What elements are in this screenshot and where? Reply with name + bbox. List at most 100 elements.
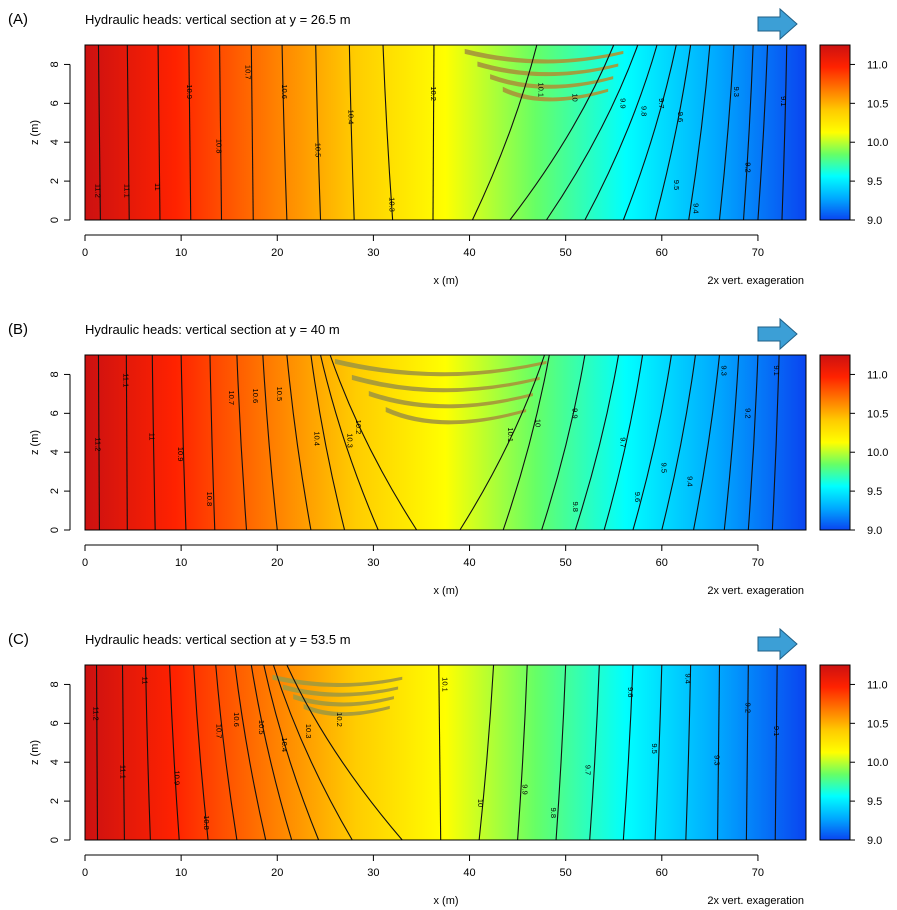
contour-label: 10.5 [257,720,266,735]
y-tick-text: 6 [49,410,61,416]
contour-label: 9.1 [772,365,781,375]
contour-label-text: 11.1 [122,184,131,198]
contour-label-text: 10.9 [176,447,185,462]
contour-label-text: 10.3 [388,197,397,212]
contour-line [169,664,180,841]
contour-label: 10.9 [172,770,181,785]
contour-label-text: 9.6 [626,687,635,697]
contour-line [688,44,711,221]
panel-title: Hydraulic heads: vertical section at y =… [85,12,351,27]
contour-label: 10.6 [251,389,260,404]
x-tick-label: 50 [560,247,572,259]
contour-line [286,354,312,531]
contour-line [517,664,528,841]
contour-label: 10.2 [335,712,344,727]
contour-line [188,44,192,221]
contour-label: 9.5 [672,180,681,190]
contour-label: 11.2 [93,437,102,451]
colorbar-tick-label: 10.5 [867,98,888,110]
contour-label: 11.1 [122,184,131,198]
low-conductivity-lens [464,48,624,102]
contour-label-text: 9.8 [571,501,580,511]
colorbar-tick-label: 10.0 [867,757,888,769]
contour-line [432,44,435,221]
contour-label-text: 9.1 [772,365,781,375]
y-tick-label: 4 [49,449,61,455]
contour-label: 9.7 [584,765,593,775]
lens-band [293,694,394,707]
y-tick-text: 0 [49,217,61,223]
contour-label: 9.3 [732,86,741,96]
contour-label-text: 11 [147,433,156,441]
contour-label: 9.2 [743,703,752,713]
y-tick-label: 4 [49,759,61,765]
head-field [85,45,806,220]
lens-band [272,674,403,687]
contour-line [555,664,567,841]
contour-label-text: 10.7 [227,390,236,405]
contour-label: 9.4 [691,203,700,213]
colorbar-scale [819,44,851,221]
contour-line [459,354,546,531]
colorbar: 11.0 10.5 10.0 9.5 9.0 [819,664,888,847]
contour-line [157,44,161,221]
panel-b: (B) Hydraulic heads: vertical section at … [8,317,888,597]
contour-label: 11.1 [118,765,127,779]
contour-label: 9.9 [520,784,529,794]
x-tick-label: 70 [752,247,764,259]
contour-label: 10 [534,419,543,427]
contour-label: 11 [153,183,162,191]
x-tick-label: 60 [656,247,668,259]
y-tick-label: 8 [49,371,61,377]
contour-label: 9.6 [633,492,642,502]
contour-label-text: 10.9 [185,84,194,99]
contour-label: 10.9 [185,84,194,99]
contour-label-text: 10.2 [335,712,344,727]
panel-title: Hydraulic heads: vertical section at y =… [85,322,340,337]
x-axis-label: x (m) [433,585,458,597]
contour-line [509,44,615,221]
y-tick-text: 0 [49,837,61,843]
contour-label: 10.1 [537,82,546,97]
contour-line [589,664,600,841]
contour-line [219,44,223,221]
contour-label-text: 9.9 [618,98,627,108]
contour-line [272,664,353,841]
lens-band [303,703,390,717]
right-arrow-icon [757,317,798,351]
lens-band [334,358,547,377]
contour-line [781,44,788,221]
contour-label-text: 10.6 [280,84,289,99]
colorbar-tick-label: 10.0 [867,137,888,149]
x-axis: 0 10 20 30 40 50 60 70 x (m) [82,544,764,597]
contour-line [603,354,644,531]
contour-label-text: 10.2 [429,86,438,101]
contour-line [281,44,288,221]
contour-label: 10.5 [314,143,323,158]
y-axis: 0 2 4 6 8 z (m) [29,681,71,843]
contour-line [215,664,238,841]
y-axis-label-text: z (m) [29,120,41,145]
contour-line [250,664,293,841]
contour-label: 9.5 [650,743,659,753]
y-tick-label: 6 [49,100,61,106]
contour-label: 11.1 [121,373,130,387]
contour-label: 9.8 [549,808,558,818]
contour-label-text: 10.5 [257,720,266,735]
contour-label: 10.4 [280,737,289,752]
contour-label-text: 9.2 [743,703,752,713]
contour-label: 10.7 [227,390,236,405]
contour-label-text: 9.7 [657,98,666,108]
contour-line [718,44,735,221]
contour-label-text: 10.8 [215,139,224,154]
contour-label: 10.6 [280,84,289,99]
contour-label-text: 10 [534,419,543,427]
contour-label-text: 10.5 [275,387,284,402]
contour-label-text: 10.6 [232,712,241,727]
contour-label-text: 10 [476,799,485,807]
contour-label: 9.6 [676,112,685,122]
y-tick-label: 8 [49,61,61,67]
contour-line [315,44,322,221]
colorbar-tick-label: 11.0 [867,369,888,381]
y-tick-text: 8 [49,371,61,377]
